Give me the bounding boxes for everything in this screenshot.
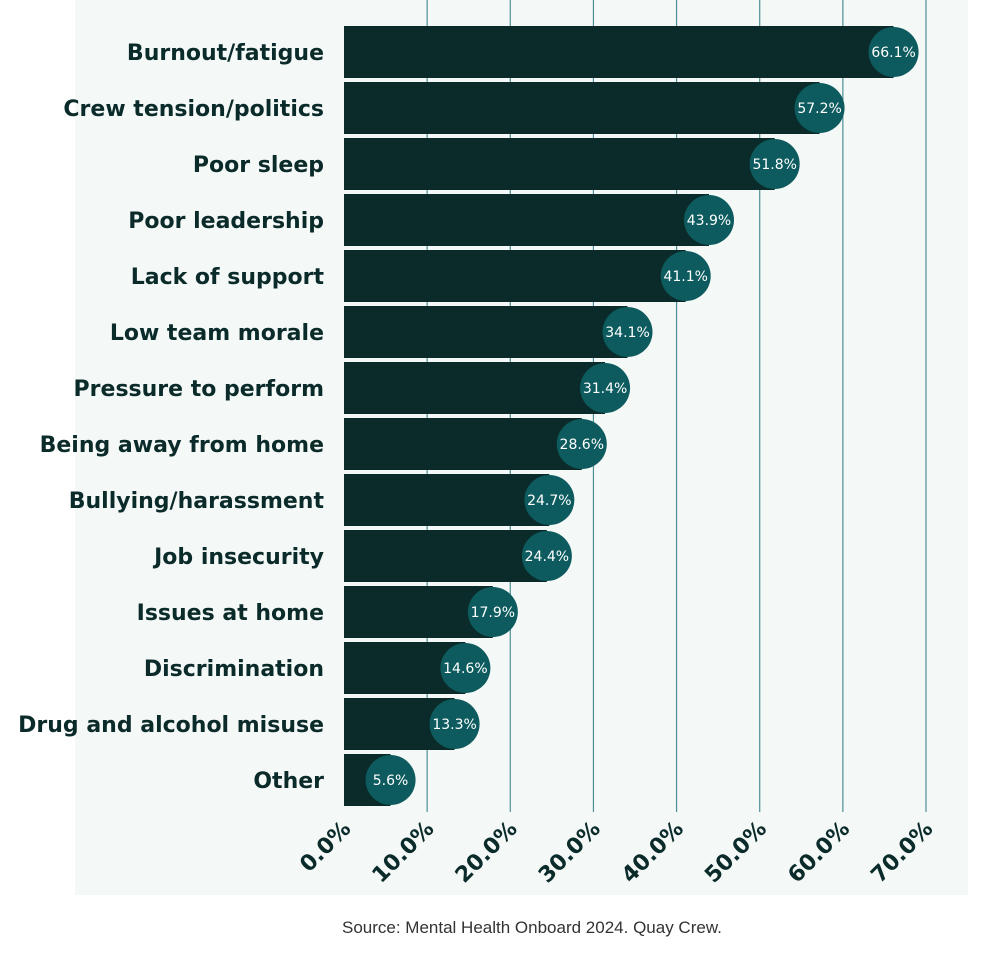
value-bubble xyxy=(660,251,711,301)
data-label: 51.8% xyxy=(752,157,796,173)
bar xyxy=(344,474,550,526)
bars: 66.1% 57.2% 51.8% 43.9% 41.1% 34.1% 31.4% 28.6%… xyxy=(344,26,919,806)
category-label: Pressure to perform xyxy=(74,377,324,402)
data-label: 24.7% xyxy=(527,493,571,509)
value-bubble xyxy=(794,83,845,133)
data-label: 14.6% xyxy=(443,661,487,677)
category-labels: Burnout/fatigue Crew tension/politics Poor… xyxy=(18,41,324,794)
bar xyxy=(344,26,894,78)
value-bubble xyxy=(749,139,800,189)
category-label: Drug and alcohol misuse xyxy=(18,713,324,738)
value-bubble xyxy=(521,531,572,581)
data-label: 43.9% xyxy=(687,213,731,229)
value-bubble xyxy=(556,419,607,469)
value-bubble xyxy=(868,27,919,77)
category-label: Other xyxy=(253,769,324,794)
data-label: 31.4% xyxy=(583,381,627,397)
value-bubble xyxy=(524,475,575,525)
category-label: Crew tension/politics xyxy=(63,97,324,122)
bar xyxy=(344,194,709,246)
category-label: Bullying/harassment xyxy=(69,489,325,514)
value-bubble xyxy=(429,699,480,749)
category-label: Issues at home xyxy=(137,601,324,626)
bar xyxy=(344,250,686,302)
value-bubble xyxy=(683,195,734,245)
bar xyxy=(344,418,582,470)
category-label: Discrimination xyxy=(144,657,324,682)
data-label: 66.1% xyxy=(871,45,915,61)
bar xyxy=(344,362,606,414)
data-label: 5.6% xyxy=(373,773,409,789)
data-label: 57.2% xyxy=(797,101,841,117)
category-label: Burnout/fatigue xyxy=(127,41,324,66)
category-label: Being away from home xyxy=(40,433,324,458)
value-bubble xyxy=(365,755,416,805)
value-bubble xyxy=(440,643,491,693)
bar xyxy=(344,138,775,190)
category-label: Job insecurity xyxy=(152,545,324,570)
source-note: Source: Mental Health Onboard 2024. Quay… xyxy=(342,918,722,937)
value-bubble xyxy=(467,587,518,637)
category-label: Lack of support xyxy=(131,265,325,290)
data-label: 34.1% xyxy=(605,325,649,341)
value-bubble xyxy=(580,363,631,413)
data-label: 28.6% xyxy=(560,437,604,453)
category-label: Low team morale xyxy=(110,321,324,346)
data-label: 17.9% xyxy=(471,605,515,621)
category-label: Poor leadership xyxy=(128,209,324,234)
bar xyxy=(344,82,820,134)
category-label: Poor sleep xyxy=(193,153,324,178)
data-label: 41.1% xyxy=(663,269,707,285)
data-label: 24.4% xyxy=(525,549,569,565)
bar xyxy=(344,306,628,358)
value-bubble xyxy=(602,307,653,357)
data-label: 13.3% xyxy=(432,717,476,733)
bar xyxy=(344,530,547,582)
